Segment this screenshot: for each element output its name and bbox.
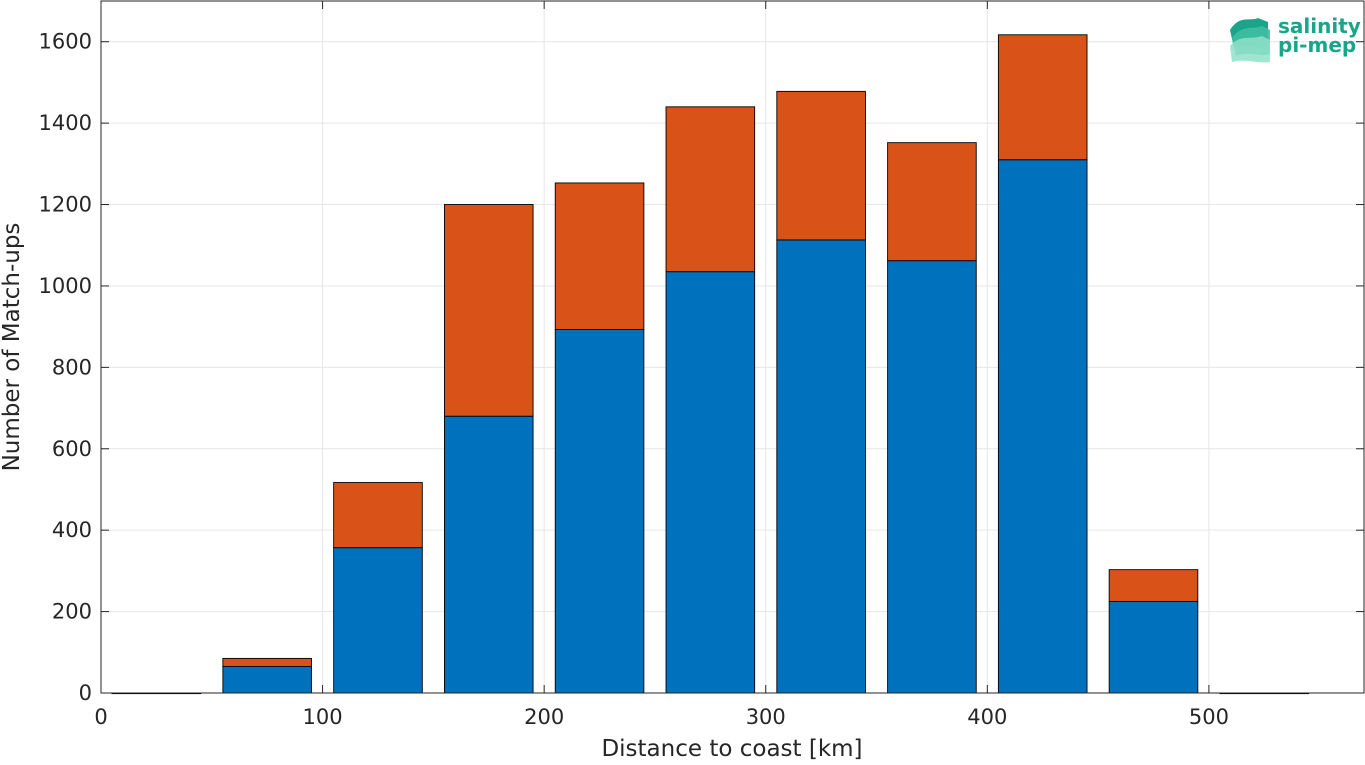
bar-segment-series-2 [333, 482, 423, 549]
bar-segment-series-1 [776, 239, 866, 694]
bar-segment-series-1 [333, 547, 423, 694]
bar-segment-series-2 [443, 204, 534, 417]
bar-segment-series-1 [222, 666, 312, 694]
y-tick-label: 1000 [39, 274, 92, 298]
bar-segment-series-1 [997, 159, 1088, 694]
y-tick-label: 1200 [39, 193, 92, 217]
x-tick-label: 200 [524, 705, 564, 729]
logo-line-2: pi-mep [1278, 33, 1356, 57]
y-tick-label: 0 [79, 681, 92, 705]
bar-segment-series-2 [887, 142, 977, 262]
bar-segment-series-1 [554, 329, 645, 694]
bar-segment-series-2 [776, 90, 866, 241]
x-tick-label: 400 [967, 705, 1007, 729]
y-tick-label: 1400 [39, 111, 92, 135]
logo-line-1: salinity [1278, 14, 1361, 38]
x-tick-label: 300 [746, 705, 786, 729]
wave-layers-icon [1230, 18, 1270, 63]
bar-segment-series-2 [665, 106, 756, 273]
x-tick-label: 500 [1189, 705, 1229, 729]
y-tick-label: 800 [52, 355, 92, 379]
y-tick-label: 400 [52, 518, 92, 542]
bars [111, 34, 1310, 695]
y-axis-title: Number of Match-ups [0, 223, 25, 472]
salinity-pimep-logo: salinity pi-mep [1230, 14, 1361, 63]
plot-border [100, 0, 1365, 694]
bar-segment-series-1 [443, 415, 534, 694]
bar-segment-series-2 [554, 182, 645, 330]
y-tick-label: 1600 [39, 30, 92, 54]
x-tick-label: 0 [94, 705, 107, 729]
x-tick-label: 100 [303, 705, 343, 729]
axis-ticks: 0 200 400 600 800 1000 1200 1400 1600 0 100 200 300 4… [39, 1, 1364, 729]
bar-segment-series-2 [222, 657, 312, 667]
bar-segment-series-2 [1108, 569, 1199, 602]
bar-segment-series-1 [665, 271, 756, 694]
bar-segment-series-1 [1108, 600, 1199, 694]
y-tick-label: 600 [52, 437, 92, 461]
y-tick-label: 200 [52, 600, 92, 624]
bar-segment-series-1 [887, 260, 977, 694]
x-axis-title: Distance to coast [km] [601, 736, 862, 761]
bar-segment-series-2 [997, 34, 1088, 161]
